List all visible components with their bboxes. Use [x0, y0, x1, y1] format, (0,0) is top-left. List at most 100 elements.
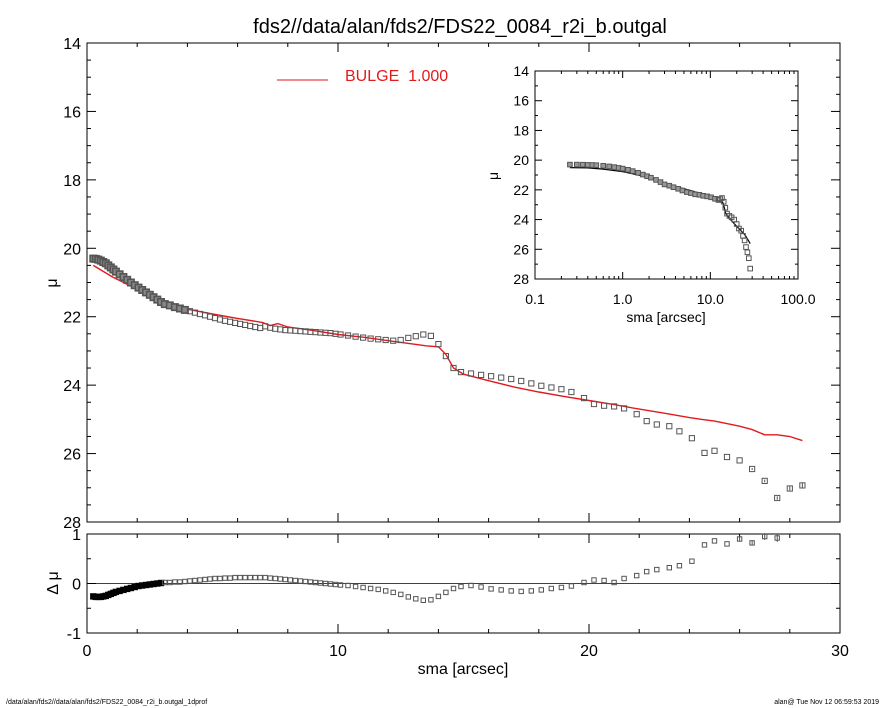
residual-data-point [312, 579, 319, 586]
inset-data-point [653, 177, 659, 183]
residual-y-axis: -1 0 1 [67, 527, 840, 643]
residual-data-point [458, 583, 464, 590]
main-data-point [749, 465, 756, 473]
residual-data-point [345, 582, 351, 589]
main-data-point [397, 336, 404, 344]
inset-plot-frame [534, 70, 799, 280]
residual-data-point [332, 581, 339, 588]
residual-data-point [634, 572, 640, 579]
residual-data-point [262, 574, 268, 581]
main-data-point [221, 317, 229, 324]
main-data-point [287, 327, 294, 334]
main-data-point [337, 331, 344, 338]
main-model-polyline [92, 264, 803, 442]
main-data-point [360, 334, 367, 341]
residual-data-point [443, 589, 449, 596]
main-data-point [621, 405, 628, 412]
main-data-point [528, 380, 535, 387]
residual-data-point [498, 587, 504, 593]
residual-data-point [167, 579, 173, 586]
residual-data-point [352, 583, 359, 590]
inset-y-tick-label: 26 [513, 241, 529, 257]
inset-y-tick-label: 20 [513, 152, 529, 168]
main-data-point [538, 382, 545, 389]
inset-data-point [585, 162, 591, 168]
residual-data-point [247, 574, 253, 581]
inset-data-point [600, 163, 607, 169]
residual-data-point [428, 597, 434, 603]
residual-y-tick-label: -1 [67, 626, 81, 643]
main-y-tick-label: 22 [63, 310, 81, 327]
residual-x-tick-label: 20 [580, 643, 598, 660]
residual-data-point [736, 536, 743, 542]
inset-data-point [743, 244, 749, 250]
inset-data-point [611, 164, 618, 170]
inset-data-point [619, 165, 626, 172]
residual-data-point [177, 579, 183, 585]
residual-data-point [272, 575, 279, 582]
residual-data-point [689, 558, 695, 564]
residual-data-point [398, 591, 404, 598]
main-panel: 14 16 18 20 22 24 26 28 μ BULGE 1.000 [44, 36, 841, 532]
inset-y-tick-label: 14 [513, 63, 529, 79]
inset-data-point [635, 170, 641, 176]
inset-data-point [606, 163, 612, 170]
residual-data-point [548, 585, 554, 592]
residual-data-point [558, 584, 565, 591]
residual-data-point [621, 575, 627, 582]
main-data-point [676, 428, 683, 435]
main-data-point [242, 321, 249, 328]
residual-data-point [468, 582, 474, 589]
residual-data-point [307, 579, 314, 585]
main-data-point [548, 384, 555, 391]
inset-panel: 14 16 18 20 22 24 26 28 0.1 1.0 10.0 100.0 μ sma [… [485, 63, 816, 325]
residual-x-axis-label: sma [arcsec] [418, 661, 509, 678]
main-data-point [352, 333, 359, 340]
inset-y-tick-label: 24 [513, 212, 529, 228]
main-data-point [247, 322, 254, 330]
inset-x-axis: 0.1 1.0 10.0 100.0 [525, 71, 816, 307]
residual-data-point [405, 594, 412, 600]
footer-left: /data/alan/fds2//data/alan/fds2/FDS22_00… [6, 699, 208, 706]
residual-data-point [162, 579, 168, 586]
main-data-point [786, 485, 793, 492]
residual-data-point [450, 585, 457, 592]
residual-x-axis: 0 10 20 30 [83, 534, 849, 660]
inset-data-points [567, 161, 754, 272]
residual-data-point [724, 541, 730, 547]
residual-data-point [360, 584, 366, 591]
inset-data-point [574, 161, 580, 168]
main-data-point [382, 336, 389, 344]
residual-data-point [232, 574, 238, 581]
residual-data-point [202, 576, 208, 583]
chart-title: fds2//data/alan/fds2/FDS22_0084_r2i_b.ou… [253, 16, 667, 38]
residual-data-point [375, 586, 381, 593]
inset-data-point [712, 196, 718, 202]
main-data-point [232, 319, 239, 326]
inset-x-axis-label: sma [arcsec] [626, 309, 705, 325]
main-data-point [736, 457, 743, 464]
main-y-tick-label: 20 [63, 241, 81, 258]
residual-data-point [292, 577, 299, 584]
residual-data-point [257, 574, 263, 581]
main-data-point [711, 447, 718, 454]
inset-x-tick-label: 1.0 [613, 291, 633, 307]
residual-data-point [654, 566, 660, 573]
residual-data-point [192, 577, 198, 584]
residual-data-points [90, 533, 780, 603]
residual-data-point [267, 575, 273, 581]
residual-data-point [317, 580, 324, 586]
inset-data-point [579, 161, 586, 168]
residual-data-point [435, 593, 442, 600]
residual-data-point [297, 578, 304, 584]
inset-data-point [719, 195, 725, 201]
residual-data-point [581, 579, 587, 586]
main-y-axis: 14 16 18 20 22 24 26 28 [63, 36, 840, 532]
main-data-point [272, 325, 279, 332]
main-data-point [211, 315, 219, 322]
residual-x-tick-label: 10 [329, 643, 347, 660]
main-data-point [666, 423, 673, 430]
inset-data-point [744, 249, 751, 256]
main-data-point [457, 369, 465, 376]
inset-data-point [747, 265, 754, 272]
